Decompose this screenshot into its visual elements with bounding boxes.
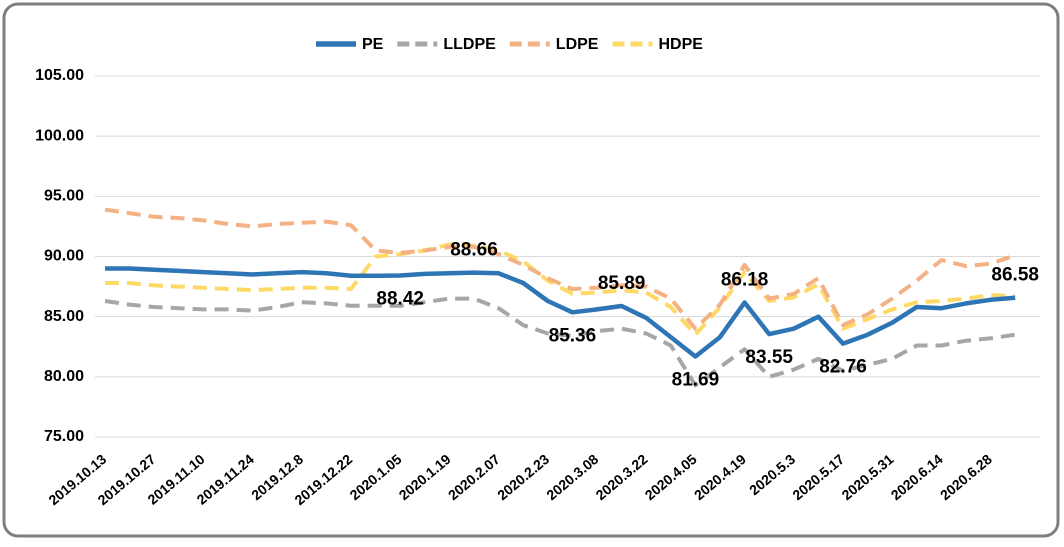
legend-label: LLDPE [443, 36, 496, 53]
value-label: 81.69 [672, 370, 720, 391]
value-label: 86.18 [721, 269, 769, 290]
series-line [105, 242, 1016, 337]
value-label: 85.89 [598, 273, 646, 294]
y-tick-label: 105.00 [35, 67, 84, 84]
legend-label: LDPE [556, 36, 599, 53]
legend-label: HDPE [658, 36, 703, 53]
value-label: 85.36 [549, 325, 597, 346]
y-tick-label: 90.00 [44, 248, 84, 265]
value-label: 88.66 [450, 240, 498, 261]
value-label: 86.58 [991, 265, 1039, 286]
series-line [104, 207, 1016, 331]
legend-label: PE [362, 36, 384, 53]
value-label: 88.42 [376, 289, 424, 310]
y-tick-label: 80.00 [44, 368, 84, 385]
value-label: 83.55 [745, 347, 793, 368]
value-label: 82.76 [819, 357, 867, 378]
y-tick-label: 75.00 [44, 428, 84, 445]
series-line [105, 266, 1016, 359]
series-line [104, 296, 1016, 388]
y-tick-label: 85.00 [44, 308, 84, 325]
y-tick-label: 95.00 [44, 188, 84, 205]
y-tick-label: 100.00 [35, 127, 84, 144]
grid [95, 75, 1040, 438]
lines [104, 207, 1016, 388]
